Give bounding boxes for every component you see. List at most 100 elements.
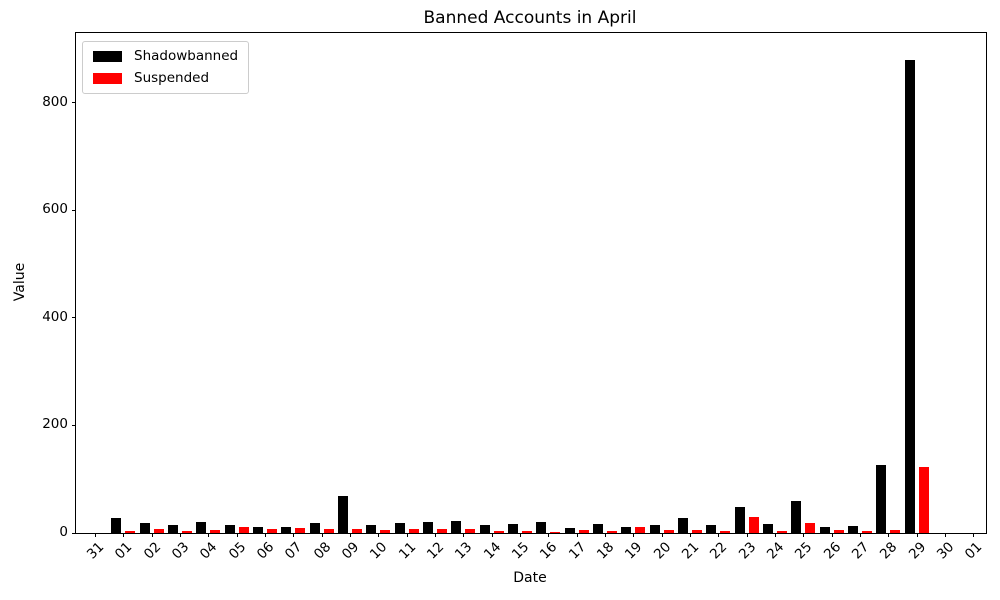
bar-shadowbanned-13 (451, 521, 462, 533)
bar-shadowbanned-25 (791, 501, 802, 533)
bar-suspended-29 (918, 467, 929, 533)
bar-suspended-25 (805, 522, 816, 533)
bar-shadowbanned-04 (196, 522, 207, 533)
x-tick-mark-14 (491, 533, 493, 537)
y-tick-mark-800 (72, 102, 76, 104)
bar-suspended-28 (890, 530, 901, 533)
x-tick-mark-2 (151, 533, 153, 537)
bar-suspended-24 (776, 530, 787, 533)
x-tick-mark-24 (774, 533, 776, 537)
bar-shadowbanned-14 (479, 525, 490, 533)
bar-shadowbanned-28 (876, 464, 887, 533)
x-tick-mark-4 (208, 533, 210, 537)
bar-suspended-13 (465, 528, 476, 533)
x-tick-mark-8 (321, 533, 323, 537)
bar-shadowbanned-19 (621, 527, 632, 533)
y-tick-mark-600 (72, 209, 76, 211)
y-tick-label-200: 200 (42, 416, 68, 433)
y-tick-mark-0 (72, 532, 76, 534)
x-tick-mark-9 (349, 533, 351, 537)
bar-shadowbanned-03 (167, 525, 178, 533)
x-tick-mark-1 (123, 533, 125, 537)
bar-suspended-21 (691, 530, 702, 533)
bar-suspended-10 (380, 530, 391, 533)
bar-shadowbanned-16 (536, 522, 547, 533)
y-tick-mark-200 (72, 424, 76, 426)
x-tick-mark-26 (831, 533, 833, 537)
bar-shadowbanned-29 (904, 59, 915, 533)
x-tick-mark-19 (633, 533, 635, 537)
x-tick-mark-15 (519, 533, 521, 537)
x-tick-mark-28 (888, 533, 890, 537)
bar-suspended-07 (295, 527, 306, 533)
bar-suspended-02 (153, 528, 164, 533)
x-tick-mark-11 (406, 533, 408, 537)
bar-shadowbanned-02 (139, 522, 150, 533)
x-tick-mark-23 (746, 533, 748, 537)
bar-suspended-09 (351, 528, 362, 533)
bar-shadowbanned-15 (507, 523, 518, 533)
bar-suspended-20 (663, 530, 674, 533)
bar-shadowbanned-12 (422, 522, 433, 533)
legend-swatch-suspended (93, 72, 122, 84)
x-tick-mark-12 (434, 533, 436, 537)
bar-shadowbanned-17 (564, 527, 575, 533)
x-tick-mark-3 (179, 533, 181, 537)
bar-suspended-16 (550, 531, 561, 533)
legend-item-suspended: Suspended (93, 71, 238, 86)
x-tick-mark-27 (859, 533, 861, 537)
x-tick-mark-16 (548, 533, 550, 537)
legend: Shadowbanned Suspended (82, 41, 250, 94)
x-tick-mark-5 (236, 533, 238, 537)
legend-item-shadowbanned: Shadowbanned (93, 48, 239, 64)
bar-shadowbanned-08 (309, 522, 320, 533)
bar-shadowbanned-09 (337, 495, 348, 533)
y-tick-label-800: 800 (42, 93, 68, 110)
bar-suspended-11 (408, 528, 419, 533)
bar-shadowbanned-07 (281, 526, 292, 533)
bar-shadowbanned-01 (111, 518, 122, 533)
bar-shadowbanned-26 (819, 527, 830, 533)
x-tick-mark-10 (378, 533, 380, 537)
bar-suspended-03 (181, 530, 192, 533)
bar-suspended-08 (323, 529, 334, 533)
x-tick-mark-6 (264, 533, 266, 537)
y-tick-label-400: 400 (42, 308, 68, 325)
x-tick-mark-25 (803, 533, 805, 537)
x-tick-mark-21 (689, 533, 691, 537)
y-axis-label-text: Value (12, 262, 28, 302)
y-tick-label-600: 600 (42, 201, 68, 218)
bar-suspended-27 (861, 531, 872, 533)
bar-suspended-05 (238, 526, 249, 533)
x-tick-mark-31 (973, 533, 975, 537)
chart-title: Banned Accounts in April (423, 8, 637, 28)
bar-suspended-17 (578, 529, 589, 533)
bar-shadowbanned-23 (734, 507, 745, 533)
legend-swatch-shadowbanned (93, 51, 122, 63)
bar-suspended-15 (521, 531, 532, 533)
y-tick-mark-400 (72, 317, 76, 319)
bar-shadowbanned-06 (252, 526, 263, 533)
bar-suspended-01 (125, 530, 136, 533)
bar-suspended-12 (436, 529, 447, 533)
bar-shadowbanned-27 (847, 526, 858, 533)
bar-suspended-26 (833, 530, 844, 533)
bar-suspended-22 (720, 530, 731, 533)
x-axis-label: Date (513, 570, 547, 586)
bar-shadowbanned-11 (394, 523, 405, 533)
x-tick-mark-17 (576, 533, 578, 537)
bar-suspended-06 (266, 528, 277, 533)
x-tick-mark-7 (293, 533, 295, 537)
legend-label-shadowbanned: Shadowbanned (134, 48, 239, 64)
plot-area: Shadowbanned Suspended (72, 32, 987, 537)
bar-shadowbanned-21 (677, 517, 688, 533)
bar-suspended-23 (748, 517, 759, 533)
x-tick-mark-30 (944, 533, 946, 537)
x-tick-mark-22 (718, 533, 720, 537)
bar-suspended-04 (210, 530, 221, 533)
x-tick-mark-18 (604, 533, 606, 537)
bar-shadowbanned-10 (366, 524, 377, 533)
y-tick-label-0: 0 (59, 524, 68, 540)
bar-shadowbanned-18 (592, 523, 603, 533)
